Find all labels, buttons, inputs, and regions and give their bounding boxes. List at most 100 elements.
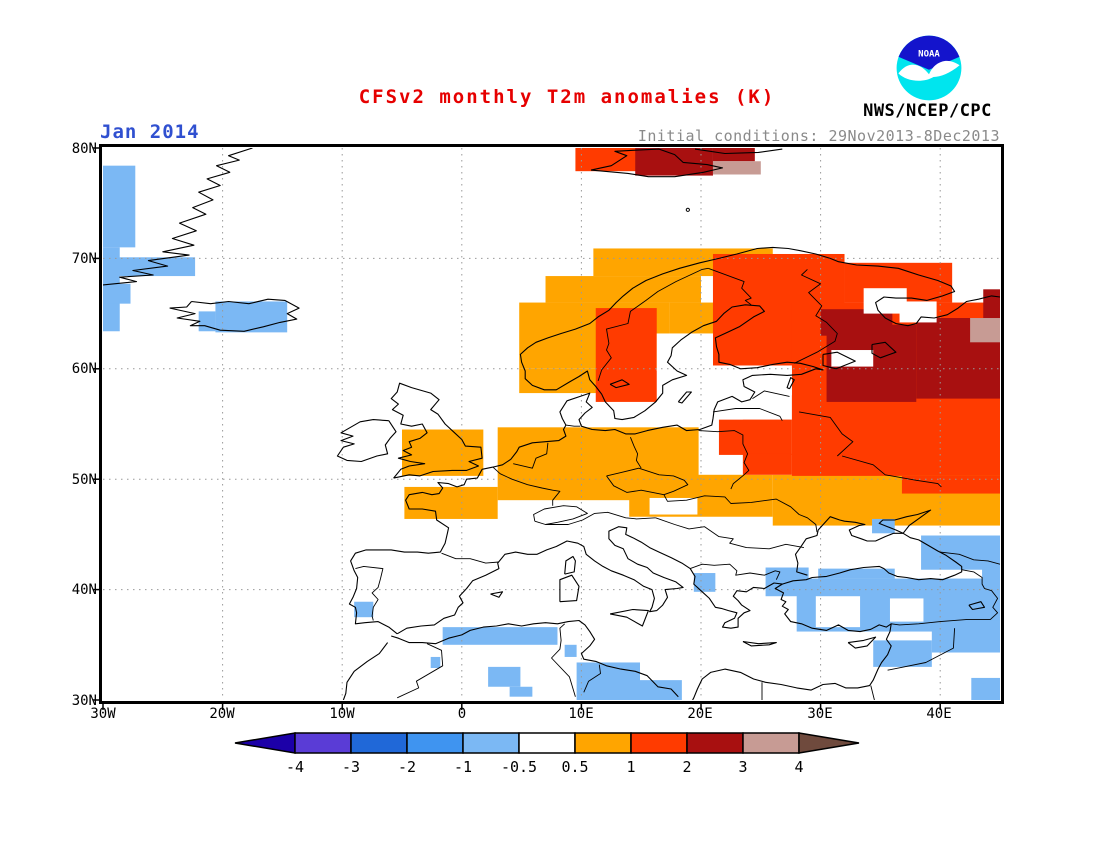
colorbar-segment bbox=[518, 732, 576, 754]
anomaly-cell bbox=[718, 419, 792, 455]
country-border-path bbox=[513, 442, 549, 469]
coastline-path bbox=[677, 391, 692, 404]
coastline-path bbox=[742, 640, 777, 647]
colorbar-segment bbox=[574, 732, 632, 754]
coastline-path bbox=[694, 148, 783, 155]
lon-label-30w: 30W bbox=[90, 706, 116, 722]
coastline-path bbox=[169, 298, 300, 332]
colorbar-tick-label: 2 bbox=[682, 758, 691, 776]
colorbar-segment bbox=[742, 732, 800, 754]
country-border bbox=[355, 267, 1000, 700]
lon-label-20e: 20E bbox=[687, 706, 713, 722]
coastline-path bbox=[336, 419, 397, 463]
country-border-path bbox=[698, 430, 750, 490]
country-border-path bbox=[355, 565, 384, 621]
anomaly-cell bbox=[442, 627, 558, 645]
anomaly-cell bbox=[712, 161, 761, 175]
country-border-path bbox=[690, 563, 781, 580]
colorbar-segment bbox=[350, 732, 408, 754]
colorbar-tick-label: -2 bbox=[398, 758, 416, 776]
coastline-path bbox=[692, 583, 892, 700]
anomaly-cell bbox=[576, 662, 641, 700]
country-border-path bbox=[565, 424, 581, 427]
anomaly-cell bbox=[693, 573, 716, 592]
lat-label-70n: 70N bbox=[71, 251, 97, 267]
country-border-path bbox=[794, 269, 838, 364]
country-border-path bbox=[441, 552, 499, 564]
anomaly-cell bbox=[970, 318, 1000, 343]
lon-label-30e: 30E bbox=[807, 706, 833, 722]
agency-label: NWS/NCEP/CPC bbox=[863, 101, 992, 121]
anomaly-cell bbox=[404, 486, 498, 519]
lat-label-50n: 50N bbox=[71, 472, 97, 488]
anomaly-cells bbox=[103, 148, 1000, 700]
anomaly-cell bbox=[901, 475, 1000, 494]
anomaly-cell bbox=[198, 311, 216, 332]
anomaly-cell bbox=[354, 601, 374, 618]
lon-label-10w: 10W bbox=[329, 706, 355, 722]
country-border-path bbox=[545, 511, 656, 525]
anomaly-cell bbox=[564, 644, 577, 657]
coastline bbox=[103, 148, 1000, 700]
anomaly-cell bbox=[656, 333, 713, 372]
coastline-path bbox=[490, 591, 504, 598]
anomaly-cell bbox=[873, 640, 932, 667]
colorbar-tick-label: -0.5 bbox=[501, 758, 537, 776]
colorbar-tick-label: 0.5 bbox=[561, 758, 588, 776]
anomaly-cell bbox=[545, 276, 701, 303]
country-border-path bbox=[870, 685, 875, 700]
lat-label-60n: 60N bbox=[71, 361, 97, 377]
colorbar-arrow-left bbox=[234, 732, 296, 754]
anomaly-cell bbox=[635, 148, 713, 176]
anomaly-cell bbox=[899, 301, 937, 323]
country-border-path bbox=[841, 455, 942, 488]
colorbar-tick-label: 1 bbox=[626, 758, 635, 776]
anomaly-cell bbox=[215, 301, 288, 333]
lon-label-10e: 10E bbox=[568, 706, 594, 722]
colorbar-segment bbox=[462, 732, 520, 754]
country-border-path bbox=[887, 628, 956, 671]
anomaly-cell bbox=[103, 283, 131, 304]
anomaly-cell bbox=[712, 148, 755, 162]
coastline-path bbox=[103, 148, 253, 286]
coastline-path bbox=[786, 377, 795, 390]
lat-label-40n: 40N bbox=[71, 582, 97, 598]
anomaly-cell bbox=[971, 677, 1000, 700]
coastline-path bbox=[391, 619, 679, 698]
country-border-path bbox=[655, 517, 804, 550]
colorbar-arrow-right bbox=[798, 732, 860, 754]
noaa-bird-icon bbox=[898, 60, 960, 81]
country-border-path bbox=[752, 390, 790, 399]
anomaly-cell bbox=[982, 567, 1000, 585]
coastline-path bbox=[878, 509, 932, 534]
coastline-path bbox=[396, 516, 963, 635]
country-border-path bbox=[397, 643, 444, 699]
anomaly-cell bbox=[742, 367, 792, 396]
coastline-path bbox=[590, 148, 724, 178]
anomaly-cell bbox=[402, 429, 484, 476]
country-border-path bbox=[708, 267, 752, 306]
colorbar-segment bbox=[294, 732, 352, 754]
colorbar-tick-label: -3 bbox=[342, 758, 360, 776]
lat-label-80n: 80N bbox=[71, 141, 97, 157]
noaa-logo: NOAA bbox=[896, 35, 962, 101]
anomaly-cell bbox=[103, 165, 136, 248]
country-border-path bbox=[606, 467, 689, 496]
axis-ticks bbox=[93, 147, 941, 710]
anomaly-cell bbox=[742, 453, 792, 475]
page-title: CFSv2 monthly T2m anomalies (K) bbox=[358, 86, 776, 108]
lat-label-30n: 30N bbox=[71, 693, 97, 709]
graticule bbox=[103, 148, 1000, 700]
map-frame bbox=[99, 144, 1004, 704]
coastline-path bbox=[348, 246, 1000, 635]
coastline-path bbox=[390, 382, 483, 479]
colorbar-tick-label: -1 bbox=[454, 758, 472, 776]
country-border-path bbox=[663, 494, 818, 533]
coastline-path bbox=[822, 351, 856, 370]
anomaly-cell bbox=[640, 680, 682, 700]
colorbar-segment bbox=[686, 732, 744, 754]
coastline-path bbox=[871, 341, 897, 359]
country-border-path bbox=[799, 411, 854, 457]
country-border-path bbox=[583, 664, 601, 693]
anomaly-map bbox=[93, 144, 1004, 710]
